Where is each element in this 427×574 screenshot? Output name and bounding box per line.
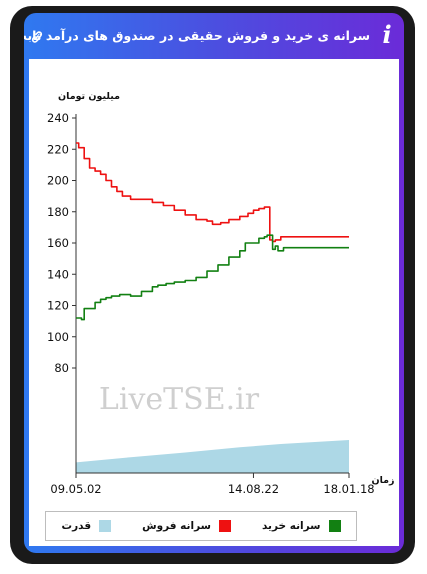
buy-series-line [76, 234, 349, 321]
legend-item-power[interactable]: قدرت [62, 520, 112, 532]
power-area [76, 440, 349, 473]
x-tick-label-1: 14.08.22 [228, 482, 279, 496]
legend-label-buy: سرانه خرید [261, 520, 321, 532]
y-tick-label-4: 160 [47, 236, 69, 250]
watermark: LiveTSE.ir [99, 382, 260, 417]
y-tick-label-3: 180 [47, 205, 69, 219]
y-tick-label-8: 80 [54, 361, 69, 375]
y-tick-label-1: 220 [47, 142, 69, 156]
y-tick-label-5: 140 [47, 267, 69, 281]
card-header: i سرانه ی خرید و فروش حقیقی در صندوق های… [24, 13, 404, 59]
x-tick-label-2: 18.01.18 [323, 482, 374, 496]
y-tick-label-7: 100 [47, 330, 69, 344]
legend-swatch-buy [328, 520, 341, 532]
legend-label-power: قدرت [61, 520, 92, 532]
y-axis-title: میلیون تومان [58, 91, 120, 102]
legend-swatch-power [99, 520, 112, 532]
y-tick-label-6: 120 [47, 299, 69, 313]
legend-item-buy[interactable]: سرانه خرید [262, 520, 341, 532]
legend-label-sell: سرانه فروش [142, 520, 211, 532]
x-axis-title: زمان [371, 475, 394, 486]
sell-series-line [76, 142, 349, 243]
y-tick-label-2: 200 [47, 174, 69, 188]
line-chart: میلیون تومان زمان LiveTSE.ir 240 220 200 18… [47, 91, 394, 496]
chart-title: سرانه ی خرید و فروش حقیقی در صندوق های د… [24, 28, 370, 43]
legend-item-sell[interactable]: سرانه فروش [142, 520, 231, 532]
plot-panel: میلیون تومان زمان LiveTSE.ir 240 220 200 18… [29, 59, 399, 546]
y-tick-label-0: 240 [47, 111, 69, 125]
info-icon[interactable]: i [382, 20, 392, 49]
legend-swatch-sell [218, 520, 231, 532]
x-tick-label-0: 09.05.02 [50, 482, 101, 496]
chart-legend: سرانه خرید سرانه فروش قدرت [45, 511, 357, 541]
link-icon[interactable] [30, 30, 44, 44]
chart-card: i سرانه ی خرید و فروش حقیقی در صندوق های… [24, 13, 404, 553]
